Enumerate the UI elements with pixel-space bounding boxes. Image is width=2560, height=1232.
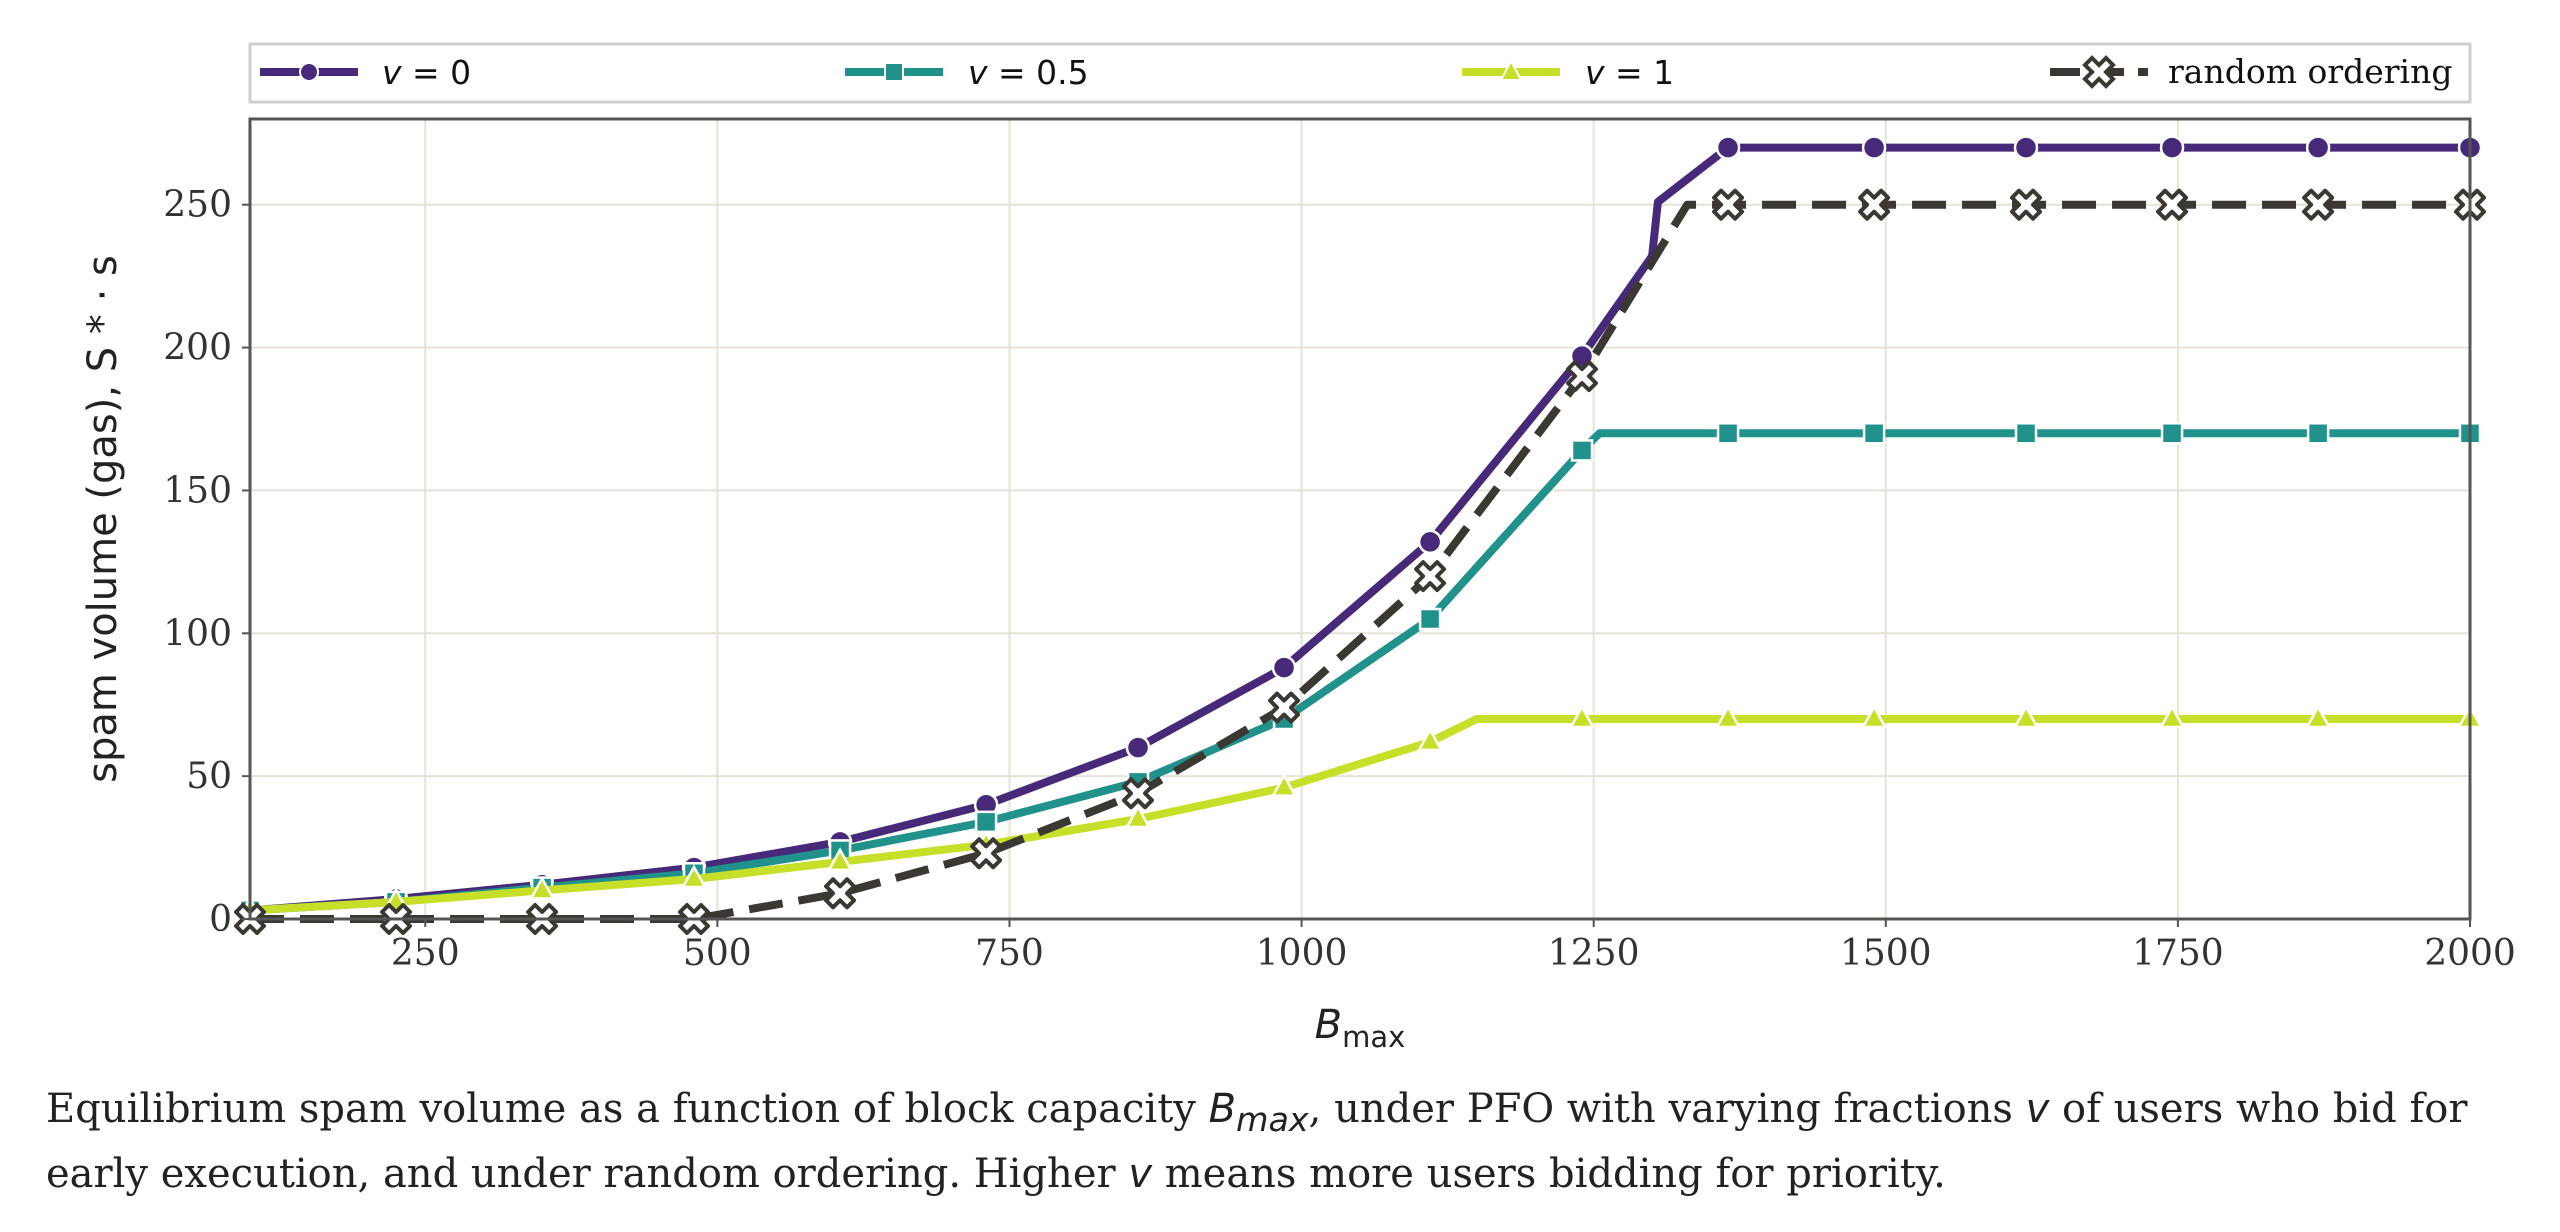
- y-tick-label: 0: [209, 899, 232, 940]
- y-tick-label: 200: [163, 328, 232, 369]
- data-point: [1862, 422, 1886, 445]
- legend-frame: [248, 42, 2472, 104]
- series-line: [249, 143, 2470, 915]
- legend: v = 0 v = 0.5 v = 1 random ordering: [248, 42, 2472, 104]
- data-point: [1570, 439, 1594, 462]
- data-point: [2014, 422, 2038, 445]
- data-point: [1418, 607, 1442, 631]
- caption-part1: Equilibrium spam volume as a function of…: [46, 1086, 1209, 1132]
- x-axis: 250 500 750 1000 1250 1500 1750 2000: [391, 919, 2516, 974]
- data-point: [2302, 188, 2335, 221]
- x-tick-label: 750: [975, 933, 1044, 974]
- caption-bmax-main: B: [1208, 1086, 1237, 1132]
- data-point: [1568, 704, 1596, 729]
- legend-v05-prefix: v: [968, 53, 988, 92]
- svg-text:v = 0: v = 0: [382, 53, 471, 92]
- caption-v: v: [2025, 1086, 2050, 1132]
- x-axis-title-main: B: [1315, 1002, 1342, 1048]
- series-3: [234, 188, 2486, 935]
- legend-v1-prefix: v: [1585, 53, 1605, 92]
- grid: [250, 119, 2471, 920]
- data-point: [680, 864, 708, 889]
- data-point: [1860, 704, 1888, 729]
- data-point: [1268, 691, 1301, 724]
- legend-v0-prefix: v: [382, 53, 402, 92]
- legend-marker-v1: [1499, 58, 1523, 81]
- data-point: [2305, 135, 2331, 160]
- data-point: [2160, 422, 2184, 445]
- caption-part4: means more users bidding for priority.: [1152, 1151, 1946, 1197]
- caption-part2: , under PFO with varying fractions: [1308, 1086, 2026, 1132]
- caption-bmax: Bmax: [1208, 1086, 1309, 1139]
- legend-v1-value: = 1: [1605, 53, 1675, 92]
- series-layer: [234, 135, 2486, 935]
- data-point: [1417, 529, 1443, 555]
- svg-text:v = 0.5: v = 0.5: [968, 53, 1089, 92]
- data-point: [1414, 560, 1447, 593]
- legend-entry-v1: v = 1: [1462, 53, 1674, 92]
- data-point: [1716, 422, 1740, 445]
- x-tick-label: 1750: [2132, 933, 2224, 974]
- legend-entry-random: random ordering: [2050, 52, 2452, 91]
- x-tick-label: 500: [683, 933, 752, 974]
- legend-v05-value: = 0.5: [988, 53, 1089, 92]
- x-tick-label: 1250: [1548, 933, 1640, 974]
- legend-marker-v0: [299, 62, 319, 82]
- legend-marker-v05: [884, 62, 904, 82]
- y-axis: 0 50 100 150 200 250: [163, 185, 250, 940]
- data-point: [2306, 422, 2330, 445]
- y-tick-label: 150: [163, 470, 232, 511]
- x-axis-title-sub: max: [1342, 1020, 1405, 1054]
- caption-bmax-sub: max: [1236, 1100, 1309, 1139]
- data-point: [826, 847, 854, 872]
- data-point: [1416, 727, 1444, 752]
- x-tick-label: 1500: [1840, 933, 1932, 974]
- data-point: [1566, 360, 1598, 393]
- y-tick-label: 250: [163, 185, 232, 226]
- data-point: [1715, 135, 1741, 160]
- data-point: [2156, 188, 2189, 221]
- data-point: [1861, 135, 1887, 160]
- data-point: [528, 875, 556, 900]
- svg-text:v = 1: v = 1: [1585, 53, 1674, 92]
- plot-frame: [248, 117, 2472, 921]
- legend-entry-v0: v = 0: [260, 53, 471, 92]
- data-point: [2013, 135, 2039, 160]
- data-point: [2012, 704, 2040, 729]
- y-tick-label: 50: [186, 756, 232, 797]
- data-point: [1270, 772, 1298, 797]
- legend-marker-random: [2082, 55, 2116, 89]
- x-axis-title: Bmax: [1315, 1002, 1406, 1054]
- data-point: [1712, 188, 1745, 221]
- data-point: [1714, 704, 1742, 729]
- data-point: [2304, 704, 2332, 729]
- data-point: [2158, 704, 2186, 729]
- data-point: [974, 810, 998, 834]
- data-point: [2010, 188, 2042, 221]
- data-point: [1122, 777, 1154, 810]
- data-point: [2159, 135, 2185, 160]
- data-point: [1125, 735, 1151, 760]
- x-tick-label: 1000: [1256, 933, 1348, 974]
- x-tick-label: 2000: [2424, 933, 2516, 974]
- data-point: [1124, 804, 1152, 829]
- data-point: [1858, 188, 1891, 221]
- chart: v = 0 v = 0.5 v = 1 random ordering 250 5…: [80, 42, 2516, 1054]
- data-point: [1271, 655, 1297, 680]
- figure-caption: Equilibrium spam volume as a function of…: [46, 1082, 2546, 1202]
- x-tick-label: 250: [391, 933, 460, 974]
- caption-part3: of users who bid for early execution, an…: [46, 1086, 2468, 1197]
- data-point: [970, 837, 1003, 870]
- y-tick-label: 100: [163, 613, 232, 654]
- legend-v0-value: = 0: [402, 53, 472, 92]
- legend-entry-v05: v = 0.5: [845, 53, 1089, 92]
- data-point: [824, 877, 857, 910]
- legend-random-label: random ordering: [2168, 52, 2452, 91]
- y-axis-title: spam volume (gas), S * · s: [80, 255, 126, 783]
- caption-v2: v: [1128, 1151, 1152, 1197]
